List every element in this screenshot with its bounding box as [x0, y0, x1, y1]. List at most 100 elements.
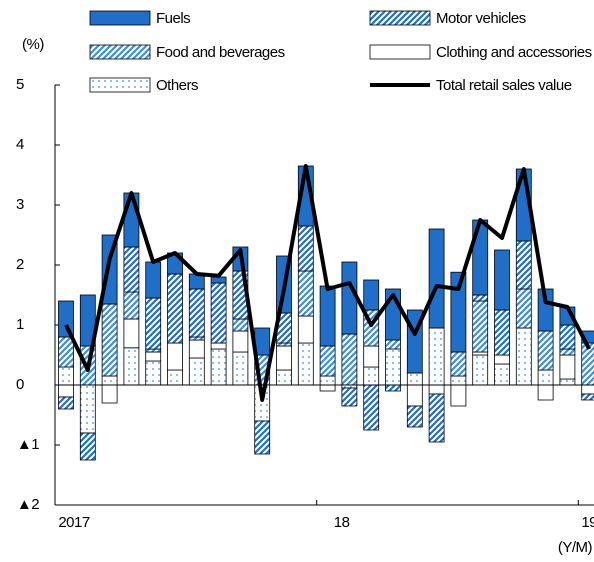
bar-segment — [450, 271, 467, 353]
bar-segment — [450, 384, 467, 407]
bar-segment — [494, 363, 510, 386]
legend-label: Others — [156, 77, 198, 94]
bar-segment — [276, 342, 292, 347]
x-axis-label: (Y/M) — [558, 539, 593, 556]
y-tick-label: 5 — [16, 76, 24, 93]
y-tick-label: 3 — [16, 196, 24, 213]
bar-segment — [210, 276, 227, 284]
y-tick-label: 1 — [16, 316, 24, 333]
bar-segment — [515, 288, 532, 329]
bar-segment — [167, 342, 183, 371]
bar-segment — [341, 333, 358, 386]
legend-label: Motor vehicles — [436, 10, 526, 27]
bar-segment — [123, 291, 140, 320]
bar-segment — [515, 240, 532, 290]
bar-segment — [559, 324, 576, 350]
legend-swatch — [369, 10, 431, 26]
bar-segment — [297, 315, 314, 344]
legend-swatch — [369, 44, 431, 60]
bar-segment — [406, 405, 423, 428]
bar-segment — [537, 384, 554, 401]
bar-segment — [428, 393, 445, 443]
bar-segment — [210, 348, 227, 386]
y-tick-label: 4 — [16, 136, 24, 153]
bar-segment — [58, 396, 74, 410]
legend-label: Total retail sales value — [436, 77, 572, 94]
bar-segment — [123, 318, 140, 349]
bar-segment — [385, 348, 401, 386]
y-tick-label: 2 — [16, 256, 24, 273]
bar-segment — [210, 342, 227, 350]
bar-segment — [385, 339, 401, 350]
bar-segment — [79, 294, 96, 347]
y-axis-label: (%) — [22, 36, 44, 53]
y-tick-label: ▲2 — [17, 496, 39, 513]
bar-segment — [581, 393, 594, 401]
bar-segment — [58, 336, 74, 368]
bar-segment — [363, 345, 380, 368]
bar-segment — [559, 354, 576, 380]
bar-segment — [79, 384, 96, 434]
bar-segment — [385, 384, 401, 392]
bar-segment — [319, 384, 336, 392]
bar-segment — [319, 285, 336, 347]
bar-segment — [494, 309, 510, 356]
bar-segment — [537, 330, 554, 371]
bar-segment — [58, 384, 74, 398]
bar-segment — [101, 384, 118, 404]
bar-segment — [472, 300, 489, 353]
bar-segment — [232, 318, 249, 332]
bar-segment — [167, 273, 183, 344]
bar-segment — [101, 375, 118, 386]
bar-segment — [319, 345, 336, 377]
bar-segment — [363, 384, 380, 431]
bar-segment — [79, 432, 96, 461]
legend-swatch — [89, 10, 151, 26]
bar-segment — [188, 339, 205, 359]
bar-segment — [232, 330, 249, 353]
bar-segment — [58, 366, 74, 386]
bar-segment — [145, 297, 162, 350]
bar-segment — [537, 288, 554, 332]
bar-segment — [428, 327, 445, 386]
bar-segment — [472, 294, 489, 302]
legend-swatch — [89, 77, 151, 93]
x-tick-label: 18 — [334, 514, 350, 531]
legend-label: Fuels — [156, 10, 190, 27]
bar-segment — [406, 372, 423, 386]
bar-segment — [297, 342, 314, 386]
bar-segment — [297, 270, 314, 317]
legend-label: Food and beverages — [156, 44, 285, 61]
bar-segment — [123, 347, 140, 386]
bar-segment — [297, 225, 314, 272]
bar-segment — [341, 261, 358, 335]
bar-segment — [167, 369, 183, 386]
bar-segment — [428, 384, 445, 395]
bar-segment — [472, 351, 489, 356]
bar-segment — [210, 282, 227, 344]
bar-segment — [428, 228, 445, 329]
x-tick-label: 19 — [581, 514, 594, 531]
total-line — [64, 164, 591, 402]
bar-segment — [559, 378, 576, 386]
bar-segment — [363, 366, 380, 386]
bar-segment — [58, 300, 74, 338]
bar-segment — [406, 384, 423, 407]
bar-segment — [515, 327, 532, 386]
bar-segment — [363, 279, 380, 311]
bar-segment — [537, 369, 554, 386]
bar-segment — [188, 357, 205, 386]
bar-segment — [254, 420, 271, 455]
bar-segment — [145, 351, 162, 362]
bar-segment — [319, 375, 336, 386]
y-tick-label: ▲1 — [17, 436, 39, 453]
bar-segment — [494, 354, 510, 365]
bar-segment — [276, 345, 292, 371]
bar-segment — [276, 369, 292, 386]
legend-label: Clothing and accessories — [436, 44, 592, 61]
bar-segment — [450, 375, 467, 386]
bar-segment — [145, 360, 162, 386]
legend-swatch — [89, 44, 151, 60]
bar-segment — [123, 246, 140, 293]
